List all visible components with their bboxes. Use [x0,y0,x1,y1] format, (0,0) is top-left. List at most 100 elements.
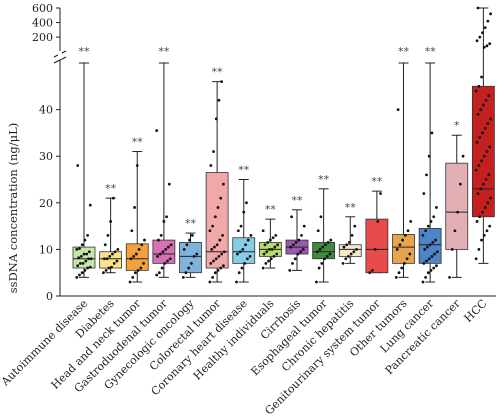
data-point [169,243,173,247]
data-point [213,245,216,249]
data-point [427,154,431,158]
data-point [165,215,168,219]
data-point [111,196,115,200]
data-point [135,164,139,167]
data-point [108,254,112,258]
data-point [316,229,320,233]
box-2: ** [99,182,123,275]
data-point [350,234,354,237]
data-point [236,229,240,233]
data-point [481,210,484,214]
data-point [102,257,106,261]
data-point [475,220,479,223]
data-point [488,224,492,228]
data-point [433,252,437,256]
data-point [221,234,224,237]
data-point [321,245,325,249]
data-point [168,257,172,261]
y-tick-label: 0 [46,290,53,303]
data-point [210,248,214,251]
data-point [319,215,323,219]
data-point [296,252,300,256]
data-point [235,280,238,284]
data-point [324,243,327,247]
data-point [429,220,433,223]
data-point [134,252,138,256]
data-point [80,271,84,275]
data-point [293,257,297,261]
data-point [266,241,270,244]
data-point [242,210,246,214]
data-point [299,250,302,254]
data-point [136,268,140,272]
data-point [261,229,265,233]
data-point [181,275,185,279]
data-point [476,112,480,116]
data-point [103,243,107,247]
data-point [370,268,374,272]
data-point [341,261,345,265]
data-point [155,129,159,132]
data-point [132,254,136,258]
data-point [139,266,143,270]
data-point [486,122,490,125]
data-point [300,234,303,237]
data-point [214,117,218,121]
data-point [218,238,222,242]
box-12: ** [365,175,389,275]
data-point [477,248,481,251]
box-body [471,85,495,218]
data-point [302,224,306,228]
data-point [157,238,160,242]
data-point [188,238,192,242]
data-point [481,182,485,186]
data-point [482,45,486,49]
data-point [219,196,223,200]
data-point [432,266,436,270]
data-point [422,192,426,195]
data-point [85,252,89,256]
data-point [479,187,483,191]
data-point [408,252,412,256]
significance-label: ** [318,173,330,186]
data-point [318,248,322,251]
data-point [301,248,305,251]
data-point [187,266,191,270]
data-point [487,173,491,177]
data-point [344,257,348,261]
data-point [342,245,346,249]
data-point [243,261,247,265]
data-point [220,252,224,256]
data-point [481,31,484,35]
data-point [76,264,80,268]
axis-break-gap [58,51,62,59]
data-point [75,275,79,279]
significance-label: ** [398,45,410,58]
data-point [81,261,85,265]
data-point [456,210,460,214]
data-point [158,252,162,256]
data-point [208,280,212,284]
data-point [486,201,490,205]
box-body [205,172,229,269]
data-point [270,248,274,251]
data-point [347,241,351,244]
data-point [288,268,292,272]
data-point [480,75,483,79]
box-16 [471,6,495,264]
data-point [428,243,432,247]
data-point [290,215,293,219]
data-point [220,80,224,84]
significance-label: * [454,119,460,132]
box-body [232,237,256,264]
data-point [431,241,435,244]
data-point [164,248,168,251]
data-point [267,259,270,263]
data-point [430,131,434,135]
axis-break-mark [53,56,67,64]
data-point [182,248,186,251]
data-point [481,131,484,135]
x-tick-label: HCC [462,297,490,325]
boxes: ************************** *** [72,6,495,284]
data-point [474,89,478,93]
